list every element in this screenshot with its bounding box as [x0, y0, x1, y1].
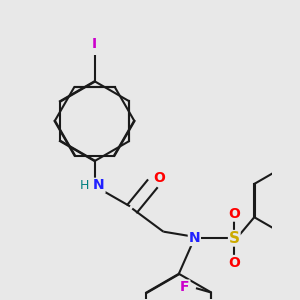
Text: O: O [153, 170, 165, 184]
Text: S: S [229, 231, 240, 246]
Text: O: O [228, 207, 240, 221]
Text: O: O [228, 256, 240, 270]
Text: I: I [92, 37, 97, 50]
Text: N: N [93, 178, 105, 193]
Text: N: N [188, 231, 200, 245]
Text: F: F [180, 280, 190, 294]
Text: H: H [80, 179, 89, 192]
